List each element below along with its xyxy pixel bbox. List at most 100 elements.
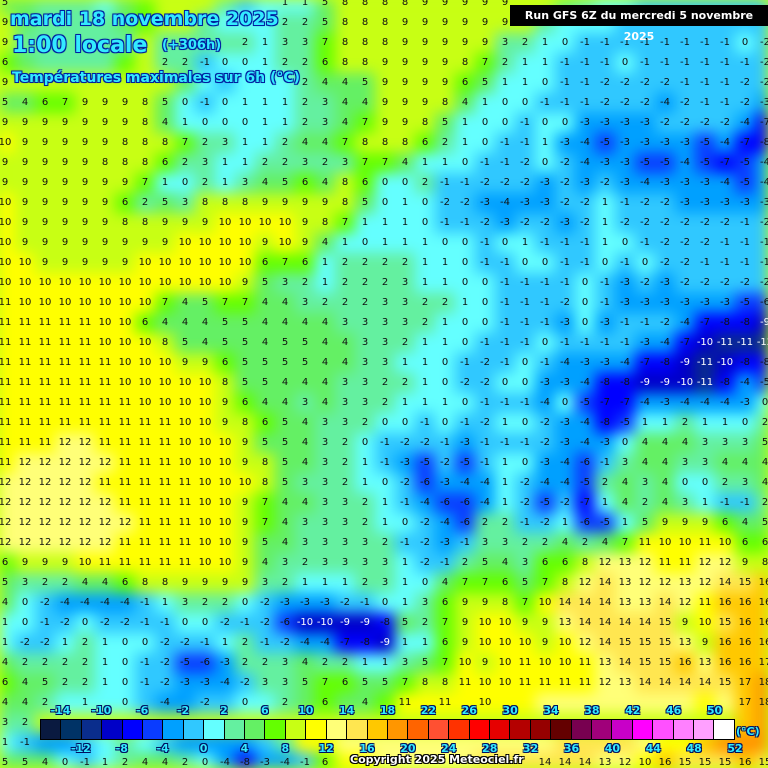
grid-value: -1 [560, 97, 570, 108]
grid-value: -5 [620, 417, 630, 428]
grid-value: 4 [281, 497, 289, 508]
grid-value: 10 [218, 237, 232, 248]
grid-value: -3 [540, 457, 550, 468]
grid-value: 5 [761, 437, 768, 448]
grid-value: 2 [321, 657, 329, 668]
grid-value: 9 [41, 257, 49, 268]
grid-value: 12 [58, 437, 72, 448]
grid-value: 12 [0, 497, 12, 508]
grid-value: 11 [98, 417, 112, 428]
grid-value: 6 [261, 417, 269, 428]
grid-value: 9 [1, 77, 9, 88]
grid-value: 10 [198, 477, 212, 488]
grid-value: -4 [580, 157, 590, 168]
grid-value: 10 [138, 377, 152, 388]
grid-value: -8 [600, 377, 610, 388]
grid-value: -1 [500, 437, 510, 448]
grid-value: 11 [38, 337, 52, 348]
grid-value: 4 [161, 757, 169, 768]
grid-value: 4 [321, 337, 329, 348]
grid-value: 0 [421, 577, 429, 588]
grid-value: 14 [598, 637, 612, 648]
grid-value: 4 [301, 657, 309, 668]
grid-value: 1 [661, 417, 669, 428]
grid-value: -2 [420, 517, 430, 528]
grid-value: -4 [700, 397, 710, 408]
grid-value: 11 [0, 457, 12, 468]
grid-value: -3 [580, 117, 590, 128]
grid-value: 1 [301, 577, 309, 588]
grid-value: 11 [98, 557, 112, 568]
grid-value: 2 [441, 297, 449, 308]
legend-label-top: 22 [420, 704, 437, 717]
grid-value: 6 [301, 257, 309, 268]
grid-value: 4 [261, 317, 269, 328]
grid-value: 9 [1, 17, 9, 28]
grid-value: 5 [401, 617, 409, 628]
grid-value: 13 [598, 657, 612, 668]
grid-value: -1 [720, 97, 730, 108]
grid-value: 7 [441, 657, 449, 668]
grid-value: 7 [381, 157, 389, 168]
grid-value: -1 [500, 277, 510, 288]
grid-value: 16 [718, 657, 732, 668]
grid-value: 8 [341, 57, 349, 68]
grid-value: 1 [541, 137, 549, 148]
grid-value: 14 [658, 597, 672, 608]
grid-value: -1 [500, 397, 510, 408]
grid-value: 11 [138, 517, 152, 528]
grid-value: 12 [598, 677, 612, 688]
grid-value: 11 [38, 437, 52, 448]
grid-value: 3 [281, 677, 289, 688]
grid-value: -1 [640, 57, 650, 68]
grid-value: 10 [178, 417, 192, 428]
grid-value: 8 [241, 417, 249, 428]
grid-value: -5 [580, 477, 590, 488]
grid-value: 9 [421, 77, 429, 88]
grid-value: 11 [178, 537, 192, 548]
grid-value: -1 [520, 117, 530, 128]
grid-value: 11 [138, 457, 152, 468]
grid-value: -2 [720, 277, 730, 288]
grid-value: -1 [200, 637, 210, 648]
grid-value: 2 [361, 517, 369, 528]
grid-value: 9 [61, 137, 69, 148]
grid-value: -3 [700, 177, 710, 188]
grid-value: 14 [618, 657, 632, 668]
grid-value: 9 [401, 57, 409, 68]
grid-value: 4 [621, 497, 629, 508]
grid-value: 9 [21, 137, 29, 148]
grid-value: 3 [301, 157, 309, 168]
legend-swatch [245, 720, 266, 739]
grid-value: -1 [640, 38, 650, 48]
grid-value: 0 [441, 417, 449, 428]
grid-value: -1 [500, 357, 510, 368]
grid-value: 5 [41, 677, 49, 688]
grid-value: 3 [361, 357, 369, 368]
grid-value: 4 [661, 437, 669, 448]
grid-value: 3 [281, 557, 289, 568]
grid-value: -2 [680, 257, 690, 268]
grid-value: 0 [481, 277, 489, 288]
grid-value: 9 [101, 237, 109, 248]
grid-value: -3 [700, 297, 710, 308]
grid-value: 5 [1, 0, 9, 8]
grid-value: 2 [241, 37, 249, 48]
grid-value: 12 [698, 557, 712, 568]
grid-value: 0 [601, 257, 609, 268]
grid-value: 9 [81, 117, 89, 128]
grid-value: -4 [160, 697, 170, 708]
grid-value: 10 [238, 257, 252, 268]
grid-value: 5 [361, 77, 369, 88]
grid-value: 6 [321, 757, 329, 768]
grid-value: 10 [38, 297, 52, 308]
grid-value: 4 [301, 137, 309, 148]
grid-value: -2 [520, 217, 530, 228]
grid-value: -1 [740, 497, 750, 508]
grid-value: -1 [540, 97, 550, 108]
grid-value: -2 [480, 217, 490, 228]
grid-value: 11 [18, 417, 32, 428]
grid-value: 16 [738, 637, 752, 648]
grid-value: 9 [541, 637, 549, 648]
grid-value: 6 [161, 157, 169, 168]
